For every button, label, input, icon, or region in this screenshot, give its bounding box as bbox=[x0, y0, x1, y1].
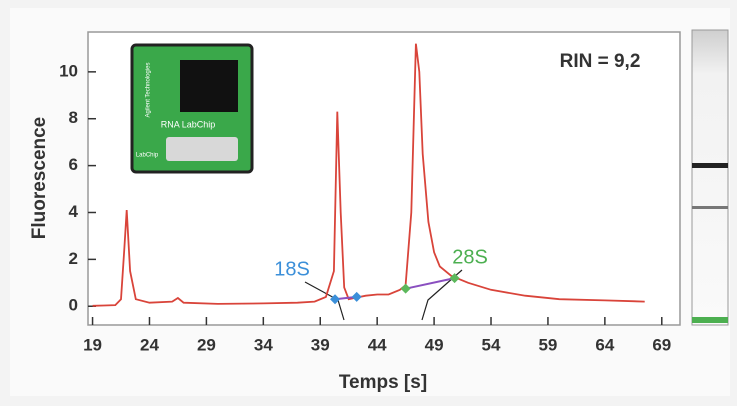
x-tick-label: 54 bbox=[482, 335, 501, 354]
y-tick-label: 2 bbox=[69, 249, 78, 268]
x-tick-label: 29 bbox=[197, 335, 216, 354]
chip-text: LabChip bbox=[136, 153, 159, 159]
line-series bbox=[92, 43, 645, 307]
peak-label: 18S bbox=[274, 258, 310, 280]
gel-lane bbox=[691, 29, 729, 326]
peak-label: 28S bbox=[452, 246, 488, 268]
chip-text: RNA LabChip bbox=[161, 119, 216, 129]
x-tick-label: 34 bbox=[254, 335, 273, 354]
gel-band bbox=[692, 163, 728, 168]
peak-marker bbox=[449, 273, 460, 284]
y-tick-label: 10 bbox=[59, 61, 78, 80]
x-tick-label: 39 bbox=[311, 335, 330, 354]
x-tick-label: 69 bbox=[652, 335, 671, 354]
y-tick-label: 8 bbox=[69, 108, 78, 127]
y-tick-label: 0 bbox=[69, 296, 78, 315]
gel-band bbox=[692, 206, 728, 209]
rin-annotation: RIN = 9,2 bbox=[560, 51, 641, 72]
peak-marker bbox=[330, 294, 341, 305]
x-tick-label: 64 bbox=[595, 335, 614, 354]
y-tick-label: 6 bbox=[69, 155, 78, 174]
chip-wells bbox=[180, 60, 238, 112]
peak-marker bbox=[400, 283, 411, 294]
y-axis-title: Fluorescence bbox=[29, 117, 50, 240]
x-tick-label: 49 bbox=[425, 335, 444, 354]
marker-connector bbox=[405, 277, 455, 290]
pointer bbox=[421, 269, 463, 321]
peak-marker bbox=[351, 291, 362, 302]
chip-inset: Agilent Technologies RNA LabChip LabChip bbox=[130, 43, 254, 174]
chip-text: Agilent Technologies bbox=[146, 63, 152, 118]
x-tick-label: 19 bbox=[83, 335, 102, 354]
x-axis-title: Temps [s] bbox=[339, 372, 427, 393]
x-tick-label: 24 bbox=[140, 335, 159, 354]
chip-window bbox=[166, 137, 238, 161]
x-tick-label: 44 bbox=[368, 335, 387, 354]
y-tick-label: 4 bbox=[69, 202, 79, 221]
gel-band bbox=[692, 317, 728, 323]
x-tick-label: 59 bbox=[538, 335, 557, 354]
gel-lane-body bbox=[691, 29, 729, 326]
